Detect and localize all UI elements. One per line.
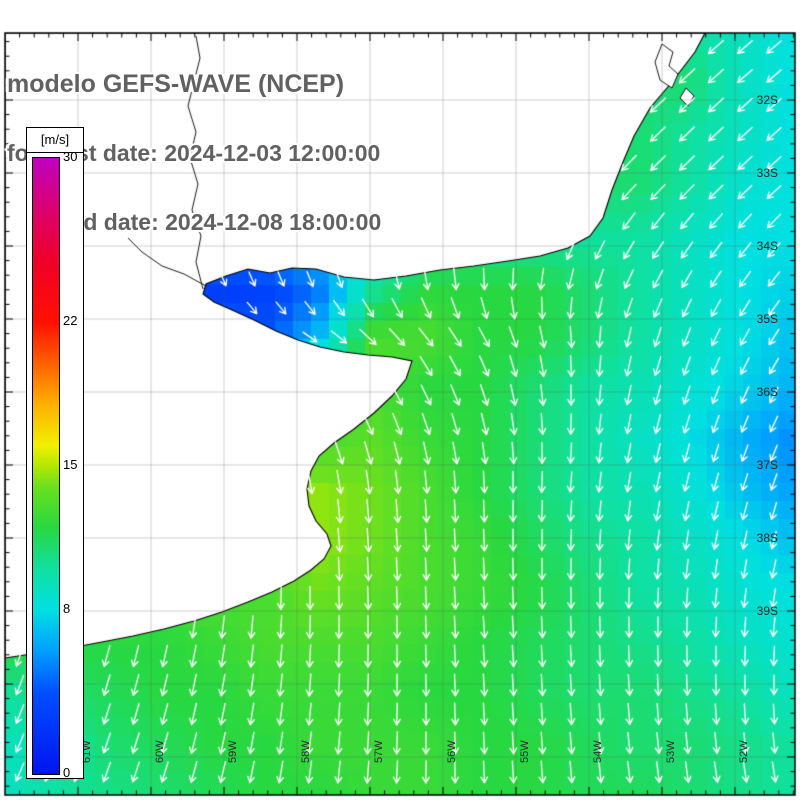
lon-label-60w: 60W: [154, 740, 166, 763]
colorbar-gradient: [32, 157, 60, 775]
valid-date-line: valid date: 2024-12-08 18:00:00: [45, 209, 382, 235]
lat-label-37s: 37S: [756, 458, 778, 472]
colorbar-tick-30: 30: [63, 149, 78, 164]
lat-label-33s: 33S: [756, 166, 778, 180]
colorbar-unit-label: [m/s]: [40, 132, 70, 147]
colorbar: 30 22 15 8 0: [26, 149, 84, 780]
model-title: modelo GEFS-WAVE (NCEP): [7, 70, 345, 98]
lon-label-52w: 52W: [738, 740, 750, 763]
colorbar-tick-22: 22: [63, 313, 78, 328]
lat-label-32s: 32S: [756, 93, 778, 107]
lat-label-39s: 39S: [756, 604, 778, 618]
colorbar-unit-box: [m/s]: [26, 127, 84, 153]
colorbar-tick-8: 8: [63, 601, 71, 616]
colorbar-tick-15: 15: [63, 457, 78, 472]
lon-label-59w: 59W: [227, 740, 239, 763]
lon-label-57w: 57W: [373, 740, 385, 763]
lat-label-38s: 38S: [756, 531, 778, 545]
lat-label-35s: 35S: [756, 312, 778, 326]
colorbar-tick-0: 0: [63, 765, 71, 780]
lon-label-58w: 58W: [300, 740, 312, 763]
lon-label-53w: 53W: [665, 740, 677, 763]
lon-label-55w: 55W: [519, 740, 531, 763]
lon-label-54w: 54W: [592, 740, 604, 763]
title-block: modelo GEFS-WAVE (NCEP) forecast date: 2…: [7, 27, 381, 280]
lat-label-34s: 34S: [756, 239, 778, 253]
lon-label-56w: 56W: [446, 740, 458, 763]
lat-label-36s: 36S: [756, 385, 778, 399]
